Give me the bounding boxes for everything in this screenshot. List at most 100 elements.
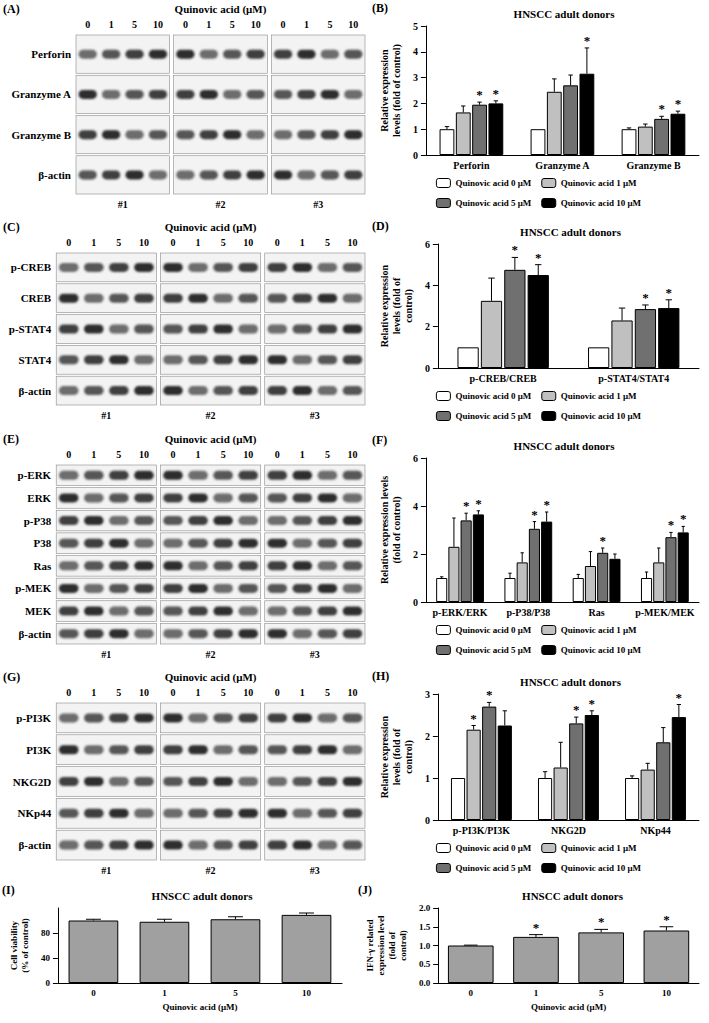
svg-text:Quinovic acid (μM): Quinovic acid (μM) bbox=[165, 433, 257, 446]
svg-text:0: 0 bbox=[275, 237, 280, 248]
svg-text:5: 5 bbox=[413, 21, 418, 32]
svg-text:10: 10 bbox=[153, 19, 163, 30]
svg-text:*: * bbox=[531, 507, 538, 522]
svg-text:ERK: ERK bbox=[27, 492, 51, 504]
svg-text:(J): (J) bbox=[358, 883, 372, 897]
svg-text:Relative expression: Relative expression bbox=[379, 264, 390, 347]
svg-text:10: 10 bbox=[243, 687, 253, 698]
svg-text:Quinovic acid 0 μM: Quinovic acid 0 μM bbox=[455, 391, 531, 401]
svg-text:*: * bbox=[463, 498, 470, 513]
svg-text:*: * bbox=[663, 912, 670, 927]
svg-text:10: 10 bbox=[347, 449, 357, 460]
svg-text:0: 0 bbox=[425, 363, 430, 374]
svg-text:p-P38: p-P38 bbox=[24, 515, 52, 527]
svg-text:*: * bbox=[476, 87, 483, 102]
svg-text:Granzyme B: Granzyme B bbox=[11, 129, 71, 141]
svg-text:IFN-γ related: IFN-γ related bbox=[365, 920, 375, 972]
svg-text:#1: #1 bbox=[101, 410, 111, 421]
svg-text:#3: #3 bbox=[310, 649, 320, 660]
svg-text:*: * bbox=[599, 533, 606, 548]
svg-text:4: 4 bbox=[413, 46, 418, 57]
svg-text:Quinovic acid (μM): Quinovic acid (μM) bbox=[165, 671, 257, 684]
svg-text:40: 40 bbox=[41, 953, 51, 963]
svg-text:Cell viability: Cell viability bbox=[9, 920, 19, 970]
svg-text:Quinovic acid 0 μM: Quinovic acid 0 μM bbox=[455, 625, 531, 635]
svg-text:0: 0 bbox=[425, 815, 430, 826]
svg-text:6: 6 bbox=[413, 453, 418, 464]
svg-text:HNSCC adult donors: HNSCC adult donors bbox=[152, 890, 254, 902]
svg-text:*: * bbox=[470, 711, 477, 726]
svg-text:Relative expression: Relative expression bbox=[379, 49, 390, 132]
svg-text:1: 1 bbox=[91, 449, 96, 460]
svg-text:5: 5 bbox=[221, 237, 226, 248]
svg-text:5: 5 bbox=[221, 687, 226, 698]
svg-text:(% of control): (% of control) bbox=[20, 918, 30, 972]
svg-text:2: 2 bbox=[425, 731, 430, 742]
svg-text:*: * bbox=[486, 687, 493, 702]
svg-text:NKG2D: NKG2D bbox=[13, 776, 52, 788]
svg-text:NKG2D: NKG2D bbox=[551, 825, 586, 836]
svg-text:*: * bbox=[584, 33, 591, 48]
svg-text:(H): (H) bbox=[372, 669, 389, 683]
svg-text:#3: #3 bbox=[310, 410, 320, 421]
svg-text:Quinovic acid 10 μM: Quinovic acid 10 μM bbox=[561, 645, 642, 655]
svg-text:#2: #2 bbox=[206, 865, 216, 876]
svg-text:Quinovic acid 5 μM: Quinovic acid 5 μM bbox=[455, 645, 531, 655]
svg-text:0: 0 bbox=[85, 19, 90, 30]
svg-text:1: 1 bbox=[196, 449, 201, 460]
svg-text:Ras: Ras bbox=[33, 560, 51, 572]
svg-text:0: 0 bbox=[413, 150, 418, 161]
svg-text:expression level: expression level bbox=[376, 915, 386, 976]
svg-text:*: * bbox=[535, 250, 542, 265]
svg-text:p-CREB/CREB: p-CREB/CREB bbox=[470, 373, 538, 384]
svg-text:*: * bbox=[676, 690, 683, 705]
svg-text:1: 1 bbox=[196, 237, 201, 248]
svg-text:NKp44: NKp44 bbox=[18, 807, 52, 819]
svg-text:(C): (C) bbox=[3, 220, 20, 234]
svg-text:HNSCC adult donors: HNSCC adult donors bbox=[514, 440, 616, 452]
svg-text:*: * bbox=[533, 920, 540, 935]
svg-text:p-MEK/MEK: p-MEK/MEK bbox=[635, 607, 695, 618]
svg-text:(I): (I) bbox=[2, 883, 15, 897]
svg-text:0: 0 bbox=[66, 449, 71, 460]
svg-text:5: 5 bbox=[221, 449, 226, 460]
svg-text:p-STAT4: p-STAT4 bbox=[9, 323, 52, 335]
svg-text:1: 1 bbox=[91, 237, 96, 248]
svg-text:STAT4: STAT4 bbox=[19, 354, 52, 366]
svg-text:*: * bbox=[573, 702, 580, 717]
svg-text:80: 80 bbox=[41, 928, 51, 938]
svg-text:0: 0 bbox=[413, 597, 418, 608]
svg-text:control): control) bbox=[403, 740, 415, 774]
svg-text:1: 1 bbox=[534, 988, 539, 998]
svg-text:0.5: 0.5 bbox=[419, 959, 431, 969]
svg-text:*: * bbox=[668, 517, 675, 532]
svg-text:*: * bbox=[512, 242, 519, 257]
svg-text:1: 1 bbox=[300, 687, 305, 698]
svg-text:0: 0 bbox=[66, 237, 71, 248]
svg-text:Quinovic acid (μM): Quinovic acid (μM) bbox=[175, 3, 267, 16]
svg-text:0: 0 bbox=[171, 237, 176, 248]
svg-text:Perforin: Perforin bbox=[31, 48, 71, 60]
svg-text:1: 1 bbox=[413, 124, 418, 135]
svg-text:1: 1 bbox=[109, 19, 114, 30]
svg-text:5: 5 bbox=[325, 687, 330, 698]
svg-text:1: 1 bbox=[196, 687, 201, 698]
svg-text:10: 10 bbox=[348, 19, 358, 30]
svg-text:4: 4 bbox=[425, 280, 430, 291]
svg-text:0: 0 bbox=[183, 19, 188, 30]
svg-text:p-ERK/ERK: p-ERK/ERK bbox=[433, 607, 488, 618]
svg-text:5: 5 bbox=[233, 988, 238, 998]
svg-text:β-actin: β-actin bbox=[19, 628, 52, 640]
svg-text:#1: #1 bbox=[118, 199, 128, 210]
svg-text:10: 10 bbox=[302, 988, 312, 998]
svg-text:#2: #2 bbox=[216, 199, 226, 210]
svg-text:10: 10 bbox=[662, 988, 672, 998]
svg-text:5: 5 bbox=[325, 449, 330, 460]
svg-text:0: 0 bbox=[275, 687, 280, 698]
svg-text:PI3K: PI3K bbox=[26, 744, 52, 756]
svg-text:#1: #1 bbox=[101, 865, 111, 876]
svg-text:*: * bbox=[658, 101, 665, 116]
svg-text:MEK: MEK bbox=[25, 605, 52, 617]
svg-text:HNSCC adult donors: HNSCC adult donors bbox=[514, 8, 616, 20]
svg-text:Relative expression: Relative expression bbox=[379, 715, 390, 798]
